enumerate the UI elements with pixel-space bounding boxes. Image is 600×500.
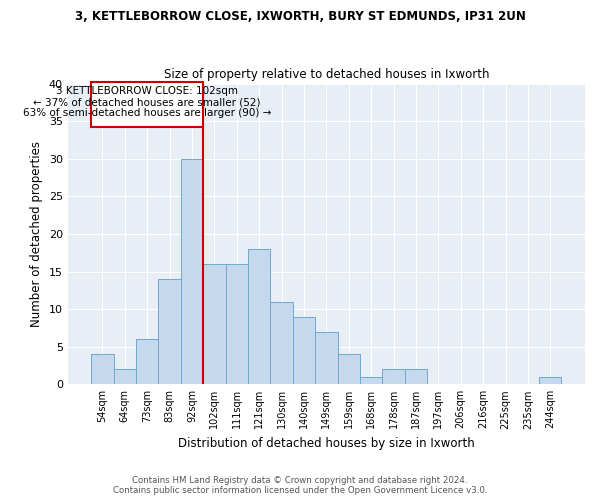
Text: Contains HM Land Registry data © Crown copyright and database right 2024.
Contai: Contains HM Land Registry data © Crown c… — [113, 476, 487, 495]
Text: 63% of semi-detached houses are larger (90) →: 63% of semi-detached houses are larger (… — [23, 108, 271, 118]
Bar — [181, 158, 203, 384]
X-axis label: Distribution of detached houses by size in Ixworth: Distribution of detached houses by size … — [178, 437, 475, 450]
Bar — [338, 354, 360, 384]
Bar — [360, 377, 382, 384]
Bar — [382, 370, 405, 384]
Bar — [158, 279, 181, 384]
Y-axis label: Number of detached properties: Number of detached properties — [30, 141, 43, 327]
Bar — [271, 302, 293, 384]
Bar — [91, 354, 113, 384]
Bar — [91, 82, 203, 127]
Text: 3, KETTLEBORROW CLOSE, IXWORTH, BURY ST EDMUNDS, IP31 2UN: 3, KETTLEBORROW CLOSE, IXWORTH, BURY ST … — [74, 10, 526, 23]
Bar — [405, 370, 427, 384]
Bar — [315, 332, 338, 384]
Bar — [203, 264, 226, 384]
Bar — [136, 339, 158, 384]
Text: 3 KETTLEBORROW CLOSE: 102sqm: 3 KETTLEBORROW CLOSE: 102sqm — [56, 86, 238, 96]
Title: Size of property relative to detached houses in Ixworth: Size of property relative to detached ho… — [164, 68, 489, 81]
Bar — [248, 249, 271, 384]
Bar — [226, 264, 248, 384]
Text: ← 37% of detached houses are smaller (52): ← 37% of detached houses are smaller (52… — [34, 97, 261, 107]
Bar — [113, 370, 136, 384]
Bar — [539, 377, 562, 384]
Bar — [293, 316, 315, 384]
